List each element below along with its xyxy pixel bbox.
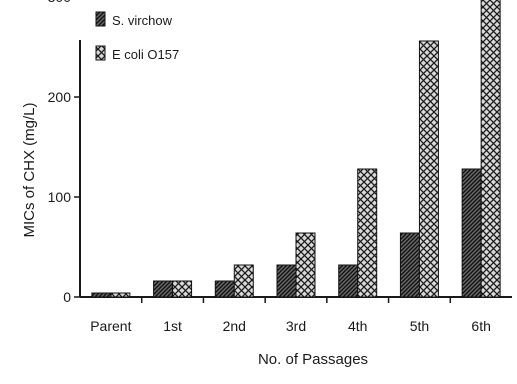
legend: S. virchow E coli O157	[95, 11, 179, 62]
bars	[91, 0, 501, 298]
y-tick-label: 0	[63, 289, 71, 305]
y-tick-label: 200	[48, 89, 72, 105]
legend-label-e-coli: E coli O157	[112, 47, 179, 62]
bar-e-coli-6th	[480, 0, 501, 298]
y-ticks: 0100200300400500	[48, 0, 80, 305]
bar-s-virchow-3rd	[276, 264, 297, 298]
y-tick-label: 100	[48, 189, 72, 205]
legend-swatch-e-coli	[95, 45, 106, 61]
y-axis-title: MICs of CHX (mg/L)	[21, 102, 38, 237]
x-tick-label: 1st	[163, 318, 182, 334]
bar-s-virchow-5th	[399, 232, 420, 298]
bar-s-virchow-6th	[461, 168, 482, 298]
bar-s-virchow-1st	[153, 280, 174, 298]
bar-e-coli-1st	[172, 280, 193, 298]
bar-s-virchow-4th	[338, 264, 359, 298]
x-ticks: Parent 1st 2nd 3rd 4th 5th 6th	[90, 297, 491, 334]
bar-e-coli-2nd	[233, 264, 254, 298]
legend-label-s-virchow: S. virchow	[112, 13, 173, 28]
x-tick-label: 4th	[348, 318, 367, 334]
bar-e-coli-parent	[110, 292, 131, 298]
x-tick-label: 6th	[471, 318, 490, 334]
bar-e-coli-4th	[357, 168, 378, 298]
bar-s-virchow-parent	[91, 292, 112, 298]
y-tick-label: 300	[48, 0, 72, 5]
legend-swatch-s-virchow	[95, 11, 106, 27]
x-tick-label: 5th	[410, 318, 429, 334]
x-axis-title: No. of Passages	[258, 351, 368, 368]
x-tick-label: 3rd	[286, 318, 306, 334]
x-tick-label: Parent	[90, 318, 131, 334]
bar-s-virchow-2nd	[214, 280, 235, 298]
bar-e-coli-3rd	[295, 232, 316, 298]
bar-e-coli-5th	[418, 40, 439, 298]
x-tick-label: 2nd	[223, 318, 246, 334]
